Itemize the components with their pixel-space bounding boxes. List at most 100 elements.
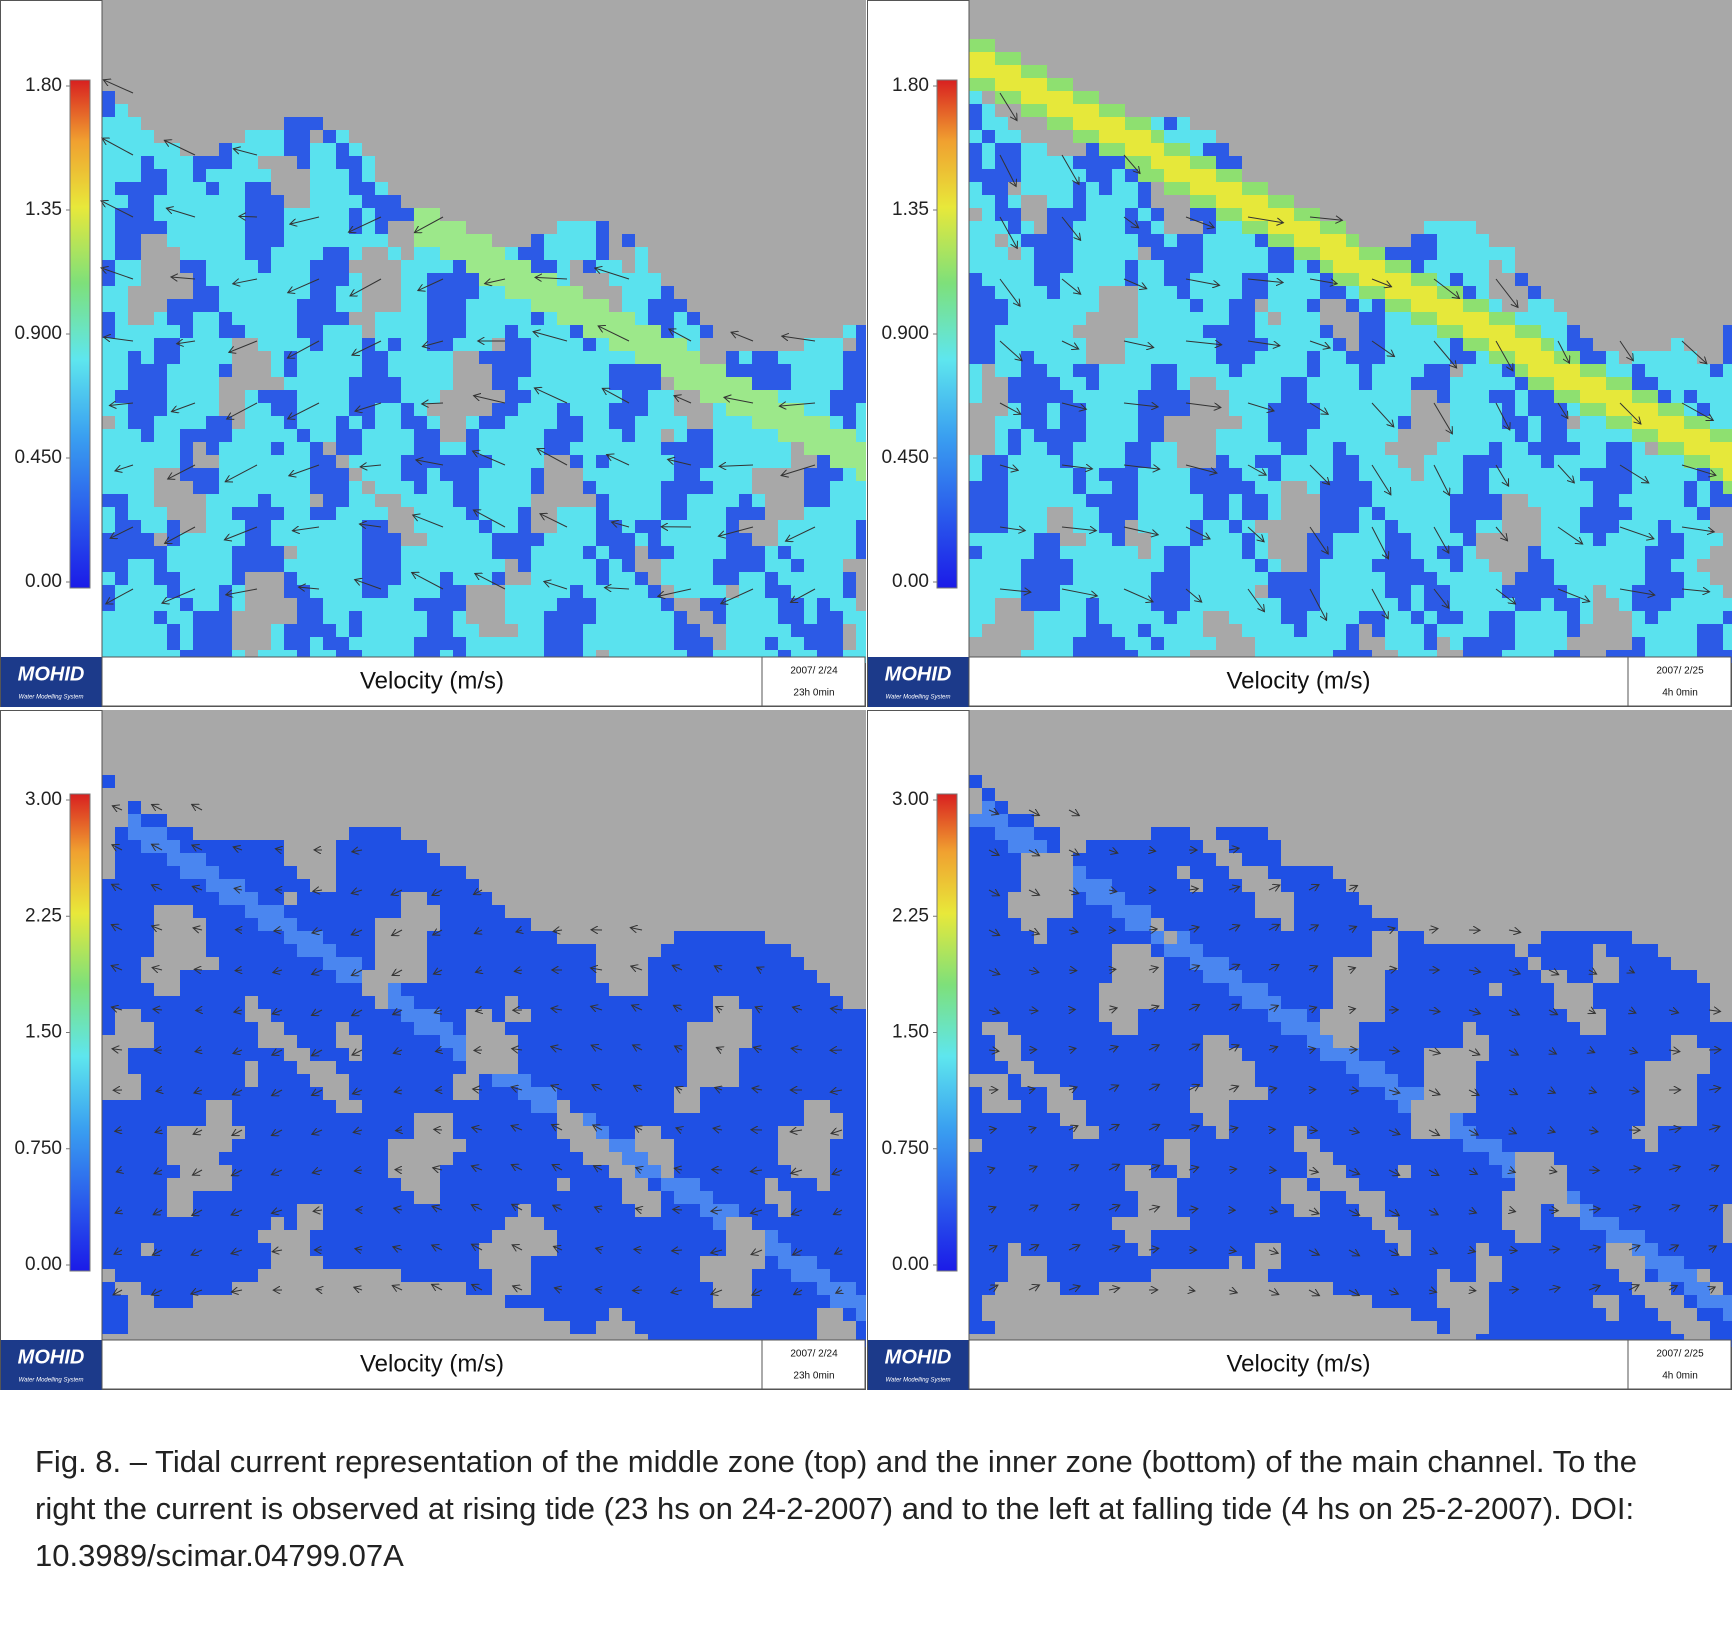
water-cell	[1320, 247, 1333, 260]
water-cell	[570, 338, 583, 351]
water-cell	[648, 1165, 661, 1178]
water-cell	[661, 1009, 674, 1022]
water-cell	[570, 1022, 583, 1035]
water-cell	[115, 429, 128, 442]
water-cell	[349, 1126, 362, 1139]
water-cell	[830, 403, 843, 416]
water-cell	[1242, 624, 1255, 637]
water-cell	[1021, 468, 1034, 481]
water-cell	[661, 559, 674, 572]
water-cell	[323, 338, 336, 351]
water-cell	[323, 559, 336, 572]
water-cell	[1307, 624, 1320, 637]
current-arrow	[1185, 464, 1217, 473]
water-cell	[1034, 494, 1047, 507]
water-cell	[102, 1191, 115, 1204]
water-cell	[492, 533, 505, 546]
water-cell	[1320, 403, 1333, 416]
water-cell	[1242, 559, 1255, 572]
water-cell	[687, 507, 700, 520]
water-cell	[492, 546, 505, 559]
water-cell	[427, 879, 440, 892]
water-cell	[661, 533, 674, 546]
water-cell	[1684, 429, 1697, 442]
water-cell	[154, 637, 167, 650]
water-cell	[232, 533, 245, 546]
water-cell	[219, 624, 232, 637]
water-cell	[414, 403, 427, 416]
water-cell	[1411, 624, 1424, 637]
water-cell	[1164, 598, 1177, 611]
water-cell	[1463, 494, 1476, 507]
water-cell	[258, 559, 271, 572]
water-cell	[1216, 325, 1229, 338]
water-cell	[284, 1113, 297, 1126]
water-cell	[1021, 143, 1034, 156]
water-cell	[648, 429, 661, 442]
water-cell	[102, 143, 115, 156]
water-cell	[969, 39, 982, 52]
water-cell	[1151, 390, 1164, 403]
water-cell	[479, 260, 492, 273]
water-cell	[1567, 442, 1580, 455]
water-cell	[1541, 598, 1554, 611]
water-cell	[180, 827, 193, 840]
water-cell	[453, 1048, 466, 1061]
water-cell	[427, 221, 440, 234]
water-cell	[141, 143, 154, 156]
water-cell	[1541, 468, 1554, 481]
water-cell	[310, 520, 323, 533]
water-cell	[102, 117, 115, 130]
water-cell	[713, 442, 726, 455]
water-cell	[206, 970, 219, 983]
water-cell	[427, 853, 440, 866]
water-cell	[505, 585, 518, 598]
water-cell	[232, 1035, 245, 1048]
water-cell	[1047, 481, 1060, 494]
water-cell	[232, 598, 245, 611]
water-cell	[1086, 156, 1099, 169]
water-cell	[167, 1113, 180, 1126]
water-cell	[505, 1087, 518, 1100]
water-cell	[1554, 611, 1567, 624]
water-cell	[661, 1035, 674, 1048]
water-cell	[388, 1022, 401, 1035]
water-cell	[1034, 624, 1047, 637]
water-cell	[206, 598, 219, 611]
water-cell	[206, 1204, 219, 1217]
water-cell	[1554, 377, 1567, 390]
water-cell	[661, 442, 674, 455]
water-cell	[1177, 507, 1190, 520]
water-cell	[982, 221, 995, 234]
water-cell	[1710, 442, 1723, 455]
water-cell	[1463, 234, 1476, 247]
water-cell	[687, 1126, 700, 1139]
water-cell	[375, 1100, 388, 1113]
water-cell	[128, 130, 141, 143]
water-cell	[492, 442, 505, 455]
water-cell	[427, 416, 440, 429]
colorbar	[69, 79, 91, 589]
water-cell	[843, 1100, 856, 1113]
water-cell	[349, 853, 362, 866]
water-cell	[102, 1204, 115, 1217]
water-cell	[661, 338, 674, 351]
water-cell	[323, 905, 336, 918]
water-cell	[141, 130, 154, 143]
current-arrow	[1433, 340, 1457, 368]
water-cell	[531, 286, 544, 299]
water-cell	[583, 1178, 596, 1191]
water-cell	[609, 494, 622, 507]
water-cell	[102, 156, 115, 169]
water-cell	[700, 1204, 713, 1217]
water-cell	[180, 325, 193, 338]
water-cell	[570, 390, 583, 403]
water-cell	[219, 637, 232, 650]
water-cell	[206, 312, 219, 325]
water-cell	[1658, 455, 1671, 468]
water-cell	[1177, 546, 1190, 559]
water-cell	[102, 892, 115, 905]
water-cell	[284, 299, 297, 312]
water-cell	[1320, 637, 1333, 650]
water-cell	[440, 637, 453, 650]
